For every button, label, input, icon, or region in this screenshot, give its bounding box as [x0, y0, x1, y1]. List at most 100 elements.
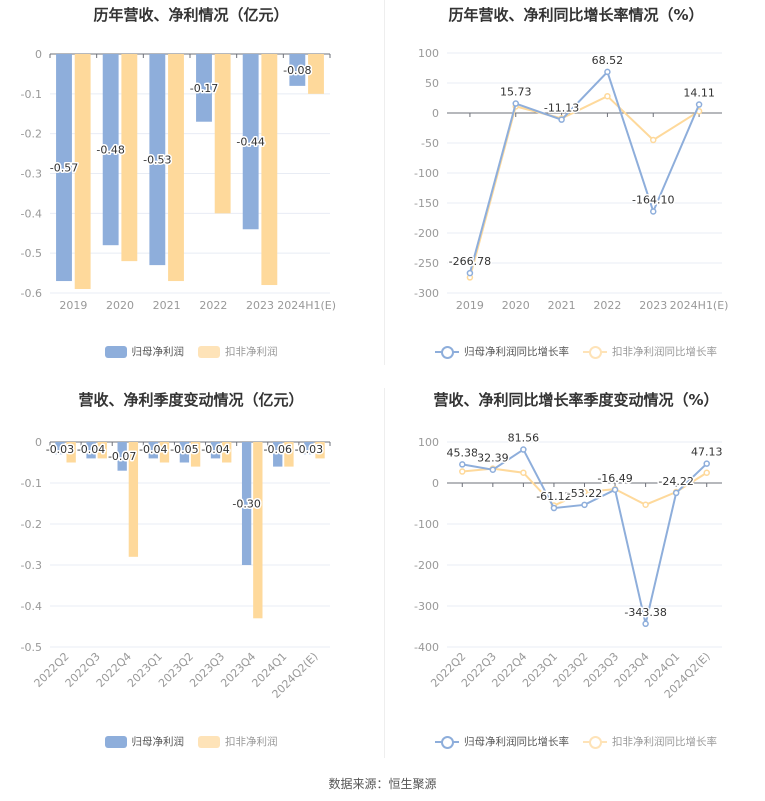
bar-parent-net-profit[interactable] — [117, 442, 127, 471]
chart-legend: 归母净利润 扣非净利润 — [0, 734, 382, 749]
data-point-marker[interactable] — [642, 501, 649, 508]
y-tick-label: -0.4 — [21, 207, 42, 220]
annual-growth-panel: 历年营收、净利同比增长率情况（%） 100 50 0 -50 -100 -150 -200 -… — [385, 0, 765, 380]
data-point-marker[interactable] — [466, 269, 474, 277]
bar-parent-net-profit[interactable] — [289, 54, 306, 86]
bar-parent-net-profit[interactable] — [241, 442, 252, 565]
data-point-marker[interactable] — [703, 460, 710, 467]
bar-deducted-net-profit[interactable] — [128, 442, 139, 557]
data-label: -16.49 — [597, 472, 632, 485]
data-point-marker[interactable] — [672, 489, 680, 497]
legend-item-parent-growth[interactable]: 归母净利润同比增长率 — [435, 344, 569, 359]
data-point-marker[interactable] — [695, 101, 703, 108]
legend-item-parent-net-profit[interactable]: 归母净利润 — [104, 734, 185, 749]
data-point-marker[interactable] — [520, 446, 527, 453]
bar-parent-net-profit[interactable] — [55, 442, 65, 455]
legend-item-deducted-growth[interactable]: 扣非净利润同比增长率 — [583, 734, 717, 749]
y-tick-label: -0.3 — [21, 559, 42, 572]
data-label-halo: -0.06 — [263, 443, 291, 456]
chart-title: 历年营收、净利情况（亿元） — [93, 6, 289, 24]
y-tick-label: -400 — [414, 641, 439, 654]
bar-deducted-net-profit[interactable] — [222, 442, 232, 463]
bar-parent-net-profit[interactable] — [196, 54, 212, 122]
legend-label: 扣非净利润同比增长率 — [612, 736, 717, 748]
y-tick-label: -0.6 — [21, 287, 42, 300]
data-label-halo: 45.38 — [447, 446, 479, 459]
bar-parent-net-profit[interactable] — [149, 54, 166, 266]
bar-deducted-net-profit[interactable] — [253, 442, 263, 619]
legend-item-deducted-net-profit[interactable]: 扣非净利润 — [198, 734, 278, 749]
bar-deducted-net-profit[interactable] — [159, 442, 170, 463]
legend-label: 扣非净利润同比增长率 — [612, 346, 717, 358]
y-tick-label: 0 — [432, 107, 439, 120]
data-point-marker[interactable] — [489, 466, 497, 473]
panel-divider — [384, 0, 385, 365]
data-label-halo: 32.39 — [477, 452, 509, 465]
data-point-marker[interactable] — [512, 100, 519, 107]
x-category-label: 2020 — [502, 299, 530, 312]
bar-deducted-net-profit[interactable] — [315, 442, 325, 459]
bar-parent-net-profit[interactable] — [273, 442, 283, 467]
x-category-label: 2022 — [199, 299, 227, 312]
data-label-halo: -0.04 — [139, 443, 167, 456]
bar-parent-net-profit[interactable] — [242, 54, 259, 230]
data-label-halo: 15.73 — [500, 86, 532, 99]
bar-deducted-net-profit[interactable] — [214, 54, 231, 214]
data-point-marker[interactable] — [581, 488, 588, 496]
data-point-marker[interactable] — [604, 68, 611, 76]
bar-parent-net-profit[interactable] — [102, 54, 119, 246]
bar-deducted-net-profit[interactable] — [168, 54, 184, 282]
legend-label: 扣非净利润 — [225, 736, 278, 748]
data-point-marker[interactable] — [459, 461, 466, 468]
bar-deducted-net-profit[interactable] — [284, 442, 294, 467]
data-point-marker[interactable] — [550, 504, 558, 512]
data-point-marker[interactable] — [459, 468, 466, 475]
data-label: -0.06 — [263, 443, 291, 456]
legend-item-deducted-net-profit[interactable]: 扣非净利润 — [198, 344, 278, 359]
data-label-halo: -0.04 — [201, 443, 229, 456]
x-category-label: 2020 — [106, 299, 134, 312]
data-label: 15.73 — [500, 86, 532, 99]
legend-item-deducted-growth[interactable]: 扣非净利润同比增长率 — [583, 344, 717, 359]
bar-deducted-net-profit[interactable] — [308, 54, 324, 94]
y-tick-label: 100 — [418, 436, 439, 449]
bar-parent-net-profit[interactable] — [304, 442, 314, 455]
bar-deducted-net-profit[interactable] — [190, 442, 201, 467]
bar-parent-net-profit[interactable] — [148, 442, 158, 459]
data-label: -24.22 — [658, 475, 693, 488]
legend-line-marker-icon — [583, 735, 607, 749]
data-point-marker[interactable] — [581, 501, 588, 509]
bar-parent-net-profit[interactable] — [179, 442, 190, 463]
data-label-halo: -0.44 — [236, 136, 264, 149]
data-point-marker[interactable] — [703, 469, 710, 476]
data-label-halo: -24.22 — [658, 475, 693, 488]
data-point-marker[interactable] — [611, 486, 619, 494]
legend-item-parent-net-profit[interactable]: 归母净利润 — [104, 344, 184, 359]
data-label-halo: 68.52 — [592, 54, 624, 67]
annual-growth-line-chart: 100 50 0 -50 -100 -150 -200 -250 -300 2019 2020 202… — [414, 47, 728, 312]
y-tick-label: -50 — [421, 137, 439, 150]
data-point-marker[interactable] — [558, 116, 565, 123]
legend-item-parent-growth[interactable]: 归母净利润同比增长率 — [435, 734, 569, 749]
bar-deducted-net-profit[interactable] — [97, 442, 107, 459]
legend-label: 扣非净利润 — [225, 346, 278, 358]
data-point-marker[interactable] — [604, 92, 611, 100]
data-label: -0.57 — [50, 162, 78, 175]
bar-deducted-net-profit[interactable] — [74, 54, 91, 290]
data-point-marker[interactable] — [520, 469, 527, 476]
y-tick-label: -0.5 — [21, 641, 42, 654]
bar-parent-net-profit[interactable] — [56, 54, 72, 282]
bar-deducted-net-profit[interactable] — [261, 54, 278, 286]
bar-deducted-net-profit[interactable] — [66, 442, 76, 463]
data-source-note: 数据来源：恒生聚源 — [328, 777, 437, 791]
data-point-marker[interactable] — [642, 620, 649, 628]
data-label-halo: -0.30 — [232, 498, 260, 511]
bar-parent-net-profit[interactable] — [86, 442, 96, 459]
data-point-marker[interactable] — [650, 208, 657, 215]
legend-label: 归母净利润 — [131, 736, 185, 748]
bar-deducted-net-profit[interactable] — [121, 54, 138, 262]
bar-parent-net-profit[interactable] — [210, 442, 221, 459]
y-tick-label: -0.1 — [21, 477, 42, 490]
y-tick-label: -300 — [414, 287, 439, 300]
data-point-marker[interactable] — [650, 136, 657, 144]
